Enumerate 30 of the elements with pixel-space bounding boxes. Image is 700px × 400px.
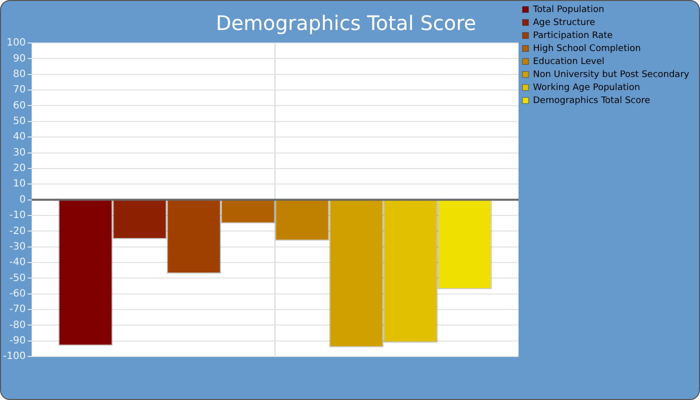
y-tick-label: 100 [6, 38, 26, 49]
legend-label: Age Structure [533, 18, 596, 28]
y-tick-label: 60 [12, 100, 26, 112]
y-tick-label: 10 [12, 178, 26, 190]
legend-label: Education Level [533, 56, 604, 67]
y-tick-label: 90 [12, 53, 26, 64]
y-tick-label: -30 [9, 241, 26, 252]
legend-label: Non University but Post Secondary [533, 70, 690, 80]
y-tick-label: -60 [9, 288, 26, 300]
legend-label: Working Age Population [533, 82, 640, 93]
legend-label: High School Completion [533, 44, 641, 54]
chart-title: Demographics Total Score [216, 11, 476, 36]
y-tick-label: -90 [9, 336, 26, 347]
legend-label: Participation Rate [533, 30, 614, 41]
y-tick-label: 40 [12, 132, 26, 143]
y-tick-label: 0 [19, 194, 26, 206]
y-tick-label: 50 [12, 116, 26, 127]
y-tick-label: -100 [2, 351, 26, 362]
y-tick-label: 20 [12, 163, 26, 174]
y-tick-label: 80 [12, 68, 26, 80]
y-tick-label: 70 [12, 84, 26, 96]
y-tick-label: -20 [9, 226, 26, 237]
y-tick-label: -10 [9, 210, 26, 222]
y-tick-label: -50 [9, 272, 26, 284]
legend-label: Total Population [532, 4, 604, 15]
y-tick-label: -40 [9, 257, 26, 268]
y-tick-label: -70 [9, 304, 26, 316]
y-tick-label: -80 [9, 320, 26, 331]
legend-label: Demographics Total Score [533, 96, 651, 106]
y-tick-label: 30 [12, 147, 26, 158]
